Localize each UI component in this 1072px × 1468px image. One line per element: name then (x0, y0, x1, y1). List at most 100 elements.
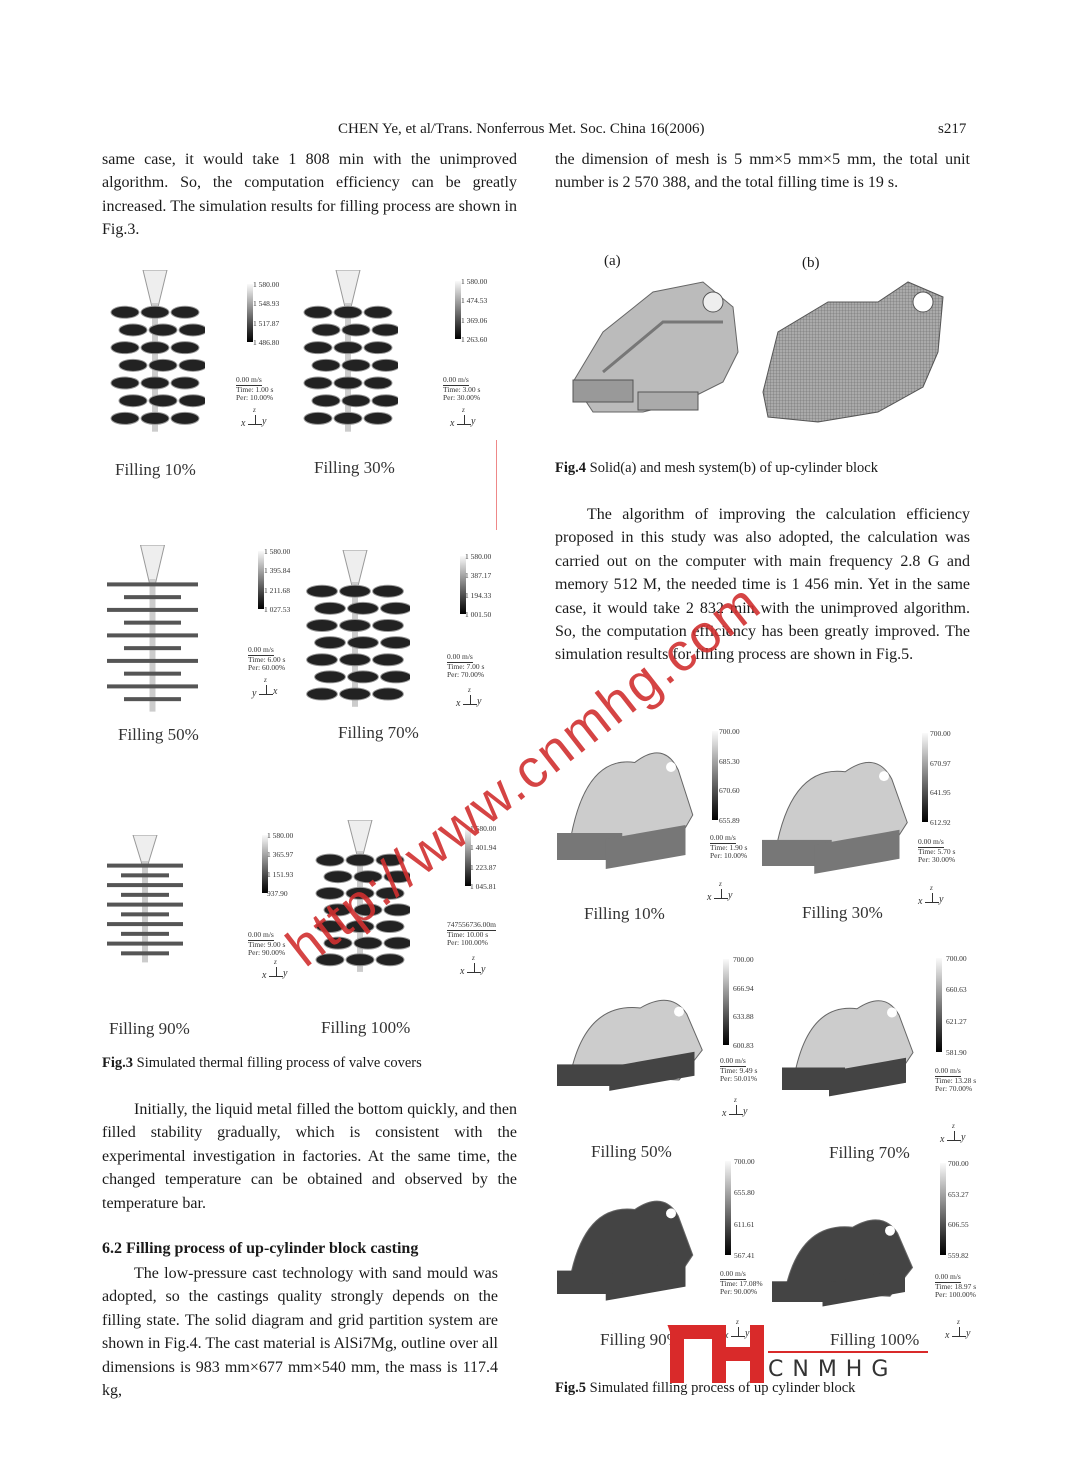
axis-left-label: x (724, 1330, 729, 1341)
fig3-colorbar-tick: 1 395.84 (264, 566, 291, 576)
axis-z-label: z (462, 406, 465, 414)
fig5-simulation-image (555, 740, 700, 895)
fig5-colorbar-tick: 700.00 (946, 954, 967, 963)
fig5-time: Time: 18.97 s (935, 1281, 977, 1291)
axis-line (457, 424, 471, 425)
fig3-temperature-colorbar (258, 551, 264, 609)
fig3-percent: Per: 60.00% (248, 663, 286, 672)
fig3-colorbar-tick: 1 486.80 (253, 338, 280, 347)
fig5-percent: Per: 70.00% (935, 1084, 973, 1093)
left-para-3: The low-pressure cast technology with sa… (102, 1265, 498, 1400)
fig3-colorbar-tick: 1 211.68 (264, 585, 290, 595)
axis-right-label: y (477, 696, 482, 707)
fig5-colorbar-tick: 633.88 (733, 1012, 754, 1022)
fig5-colorbar-tick: 611.61 (734, 1219, 755, 1229)
fig3-colorbar-tick: 1 387.17 (465, 571, 492, 581)
fig5-panel-info: 0.00 m/s Time: 18.97 s Per: 100.00% (935, 1272, 977, 1300)
right-para-2: The algorithm of improving the calculati… (555, 506, 970, 664)
scan-artifact-line (496, 440, 497, 530)
axis-left-label: x (940, 1134, 945, 1145)
fig3-percent: Per: 10.00% (236, 393, 274, 402)
left-para-2: Initially, the liquid metal filled the b… (102, 1101, 517, 1212)
fig5-simulation-image (760, 750, 915, 900)
axis-right-label: y (745, 1328, 750, 1339)
fig3-panel-caption: Filling 70% (338, 723, 419, 742)
fig5-colorbar-tick: 655.89 (719, 816, 740, 825)
axis-z-label: z (472, 954, 475, 962)
axis-line (959, 1327, 960, 1337)
axis-z-label: z (952, 1122, 955, 1130)
axis-right-label: y (966, 1328, 971, 1339)
fig5-colorbar-tick: 567.41 (734, 1251, 755, 1260)
fig3-temperature-colorbar (247, 284, 253, 342)
axis-right-label: y (743, 1106, 748, 1117)
page-number: s217 (938, 121, 967, 137)
axis-left-label: y (252, 688, 257, 699)
fig3-percent: Per: 30.00% (443, 393, 481, 402)
fig5-colorbar-tick: 670.97 (930, 758, 951, 768)
axis-line (947, 1140, 961, 1141)
fig3-panel-info: 747556736.00m Time: 10.00 s Per: 100.00% (447, 920, 496, 948)
fig3-time: Time: 3.00 s (443, 384, 481, 394)
fig5-temperature-colorbar (723, 959, 729, 1045)
axis-right-label: y (262, 416, 267, 427)
fig5-colorbar-tick: 641.95 (930, 788, 951, 798)
axis-z-label: z (274, 958, 277, 966)
fig5-colorbar-tick: 653.27 (948, 1189, 969, 1199)
fig3-panel-caption: Filling 100% (321, 1018, 411, 1037)
fig3-colorbar-tick: 1 580.00 (267, 831, 294, 840)
fig5-panel-info: 0.00 m/s Time: 13.28 s Per: 70.00% (935, 1066, 976, 1094)
fig3-colorbar-tick: 1 548.93 (253, 299, 280, 309)
fig4-label-b: (b) (802, 255, 820, 271)
fig4-solid-image (563, 262, 748, 437)
axis-line (736, 1105, 737, 1115)
fig5-colorbar-tick: 700.00 (948, 1159, 969, 1168)
fig3-caption: Fig.3 Simulated thermal filling process … (102, 1055, 422, 1071)
fig3-colorbar-tick: 1 223.87 (470, 862, 497, 872)
axis-z-label: z (736, 1318, 739, 1326)
axis-line (259, 694, 273, 695)
axis-line (463, 704, 477, 705)
fig5-panel-info: 0.00 m/s Time: 9.49 s Per: 50.01% (720, 1056, 757, 1084)
axis-line (952, 1336, 966, 1337)
fig5-temperature-colorbar (725, 1161, 731, 1255)
axis-z-label: z (957, 1318, 960, 1326)
axis-left-label: x (262, 970, 267, 981)
fig5-simulation-image (770, 1210, 920, 1330)
fig3-simulation-image (105, 269, 208, 440)
fig5-percent: Per: 10.00% (710, 851, 748, 860)
axis-line (470, 695, 471, 705)
fig4-caption: Fig.4 Solid(a) and mesh system(b) of up-… (555, 460, 878, 476)
fig3-time: Time: 9.00 s (248, 939, 286, 949)
fig3-colorbar-tick: 1 194.33 (465, 590, 492, 600)
fig3-colorbar-tick: 1 369.06 (461, 315, 488, 325)
axis-line (714, 898, 728, 899)
axis-z-label: z (264, 676, 267, 684)
axis-right-label: x (273, 686, 278, 697)
fig3-panel-info: 0.00 m/s Time: 3.00 s Per: 30.00% (443, 375, 481, 403)
watermark-logo: CNMHG (667, 1325, 930, 1385)
fig3-time: Time: 1.00 s (236, 384, 274, 394)
fig3-colorbar-tick: 1 580.00 (264, 547, 291, 556)
fig5-colorbar-tick: 606.55 (948, 1220, 969, 1230)
axis-z-label: z (468, 686, 471, 694)
fig5-colorbar-tick: 559.82 (948, 1251, 969, 1260)
fig3-temperature-colorbar (460, 556, 466, 614)
fig5-panel-info: 0.00 m/s Time: 5.70 s Per: 30.00% (918, 837, 956, 865)
axis-left-label: x (945, 1330, 950, 1341)
fig3-percent: Per: 70.00% (447, 670, 485, 679)
axis-left-label: x (460, 966, 465, 977)
axis-line (731, 1336, 745, 1337)
left-para-1: same case, it would take 1 808 min with … (102, 151, 517, 239)
axis-line (269, 976, 283, 977)
fig3-colorbar-tick: 1 474.53 (461, 296, 488, 306)
fig3-colorbar-tick: 1 001.50 (465, 610, 492, 619)
axis-line (729, 1114, 743, 1115)
axis-line (925, 902, 939, 903)
fig5-time: Time: 5.70 s (918, 846, 956, 856)
